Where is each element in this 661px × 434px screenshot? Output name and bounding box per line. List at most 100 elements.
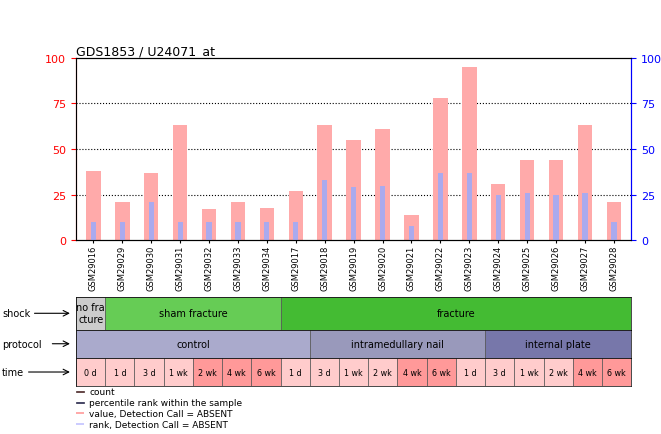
Bar <box>491 184 506 241</box>
Text: intramedullary nail: intramedullary nail <box>351 339 444 349</box>
Text: value, Detection Call = ABSENT: value, Detection Call = ABSENT <box>89 409 233 418</box>
Bar <box>76 358 105 386</box>
Bar <box>553 195 559 241</box>
Bar <box>514 358 543 386</box>
Bar <box>573 358 602 386</box>
Text: 2 wk: 2 wk <box>549 368 568 377</box>
Bar <box>149 203 154 241</box>
Text: 1 wk: 1 wk <box>344 368 363 377</box>
Text: rank, Detection Call = ABSENT: rank, Detection Call = ABSENT <box>89 420 228 429</box>
Text: time: time <box>2 367 24 377</box>
Text: count: count <box>89 387 115 396</box>
Text: 1 d: 1 d <box>114 368 126 377</box>
Bar <box>178 223 182 241</box>
Text: 0 d: 0 d <box>85 368 97 377</box>
Bar <box>86 171 100 241</box>
Bar <box>76 297 105 330</box>
Bar <box>231 203 245 241</box>
Text: 1 d: 1 d <box>464 368 477 377</box>
Text: shock: shock <box>2 309 30 319</box>
Bar <box>173 126 187 241</box>
Text: 3 d: 3 d <box>494 368 506 377</box>
Bar <box>433 99 447 241</box>
Bar <box>607 203 621 241</box>
Text: sham fracture: sham fracture <box>159 309 227 319</box>
Bar <box>346 141 361 241</box>
Bar <box>496 195 501 241</box>
Text: 6 wk: 6 wk <box>432 368 451 377</box>
Text: percentile rank within the sample: percentile rank within the sample <box>89 398 243 407</box>
Bar <box>105 358 134 386</box>
Bar <box>260 208 274 241</box>
Text: 4 wk: 4 wk <box>403 368 422 377</box>
Bar <box>134 358 164 386</box>
Text: 1 d: 1 d <box>289 368 301 377</box>
Bar <box>164 358 193 386</box>
Bar <box>409 226 414 241</box>
Bar <box>578 126 592 241</box>
Bar <box>91 223 96 241</box>
Bar <box>322 181 327 241</box>
Text: fracture: fracture <box>437 309 475 319</box>
Bar <box>611 223 617 241</box>
Bar <box>76 412 85 414</box>
Bar <box>76 424 85 425</box>
Bar <box>193 358 222 386</box>
Bar <box>405 215 418 241</box>
Bar <box>144 174 159 241</box>
Text: 1 wk: 1 wk <box>520 368 538 377</box>
Text: 3 d: 3 d <box>318 368 330 377</box>
Bar <box>485 330 631 358</box>
Bar <box>76 391 85 392</box>
Bar <box>264 223 270 241</box>
Text: control: control <box>176 339 210 349</box>
Bar <box>462 68 477 241</box>
Text: GDS1853 / U24071_at: GDS1853 / U24071_at <box>76 44 215 57</box>
Bar <box>543 358 573 386</box>
Bar <box>351 188 356 241</box>
Bar <box>235 223 241 241</box>
Bar <box>520 161 534 241</box>
Bar <box>222 358 251 386</box>
Bar <box>582 194 588 241</box>
Bar <box>115 203 130 241</box>
Bar <box>120 223 125 241</box>
Bar <box>317 126 332 241</box>
Text: 4 wk: 4 wk <box>578 368 597 377</box>
Bar <box>293 223 298 241</box>
Bar <box>202 210 216 241</box>
Bar <box>602 358 631 386</box>
Text: 1 wk: 1 wk <box>169 368 188 377</box>
Bar <box>380 186 385 241</box>
Bar <box>438 174 443 241</box>
Text: 3 d: 3 d <box>143 368 155 377</box>
Bar <box>289 192 303 241</box>
Bar <box>339 358 368 386</box>
Text: 6 wk: 6 wk <box>607 368 626 377</box>
Bar <box>467 174 472 241</box>
Text: 6 wk: 6 wk <box>256 368 276 377</box>
Bar <box>280 358 310 386</box>
Bar <box>105 297 280 330</box>
Bar <box>280 297 631 330</box>
Text: no fra
cture: no fra cture <box>76 303 105 324</box>
Text: 4 wk: 4 wk <box>227 368 246 377</box>
Bar <box>310 358 339 386</box>
Text: 2 wk: 2 wk <box>373 368 392 377</box>
Bar <box>397 358 427 386</box>
Bar <box>525 194 529 241</box>
Text: protocol: protocol <box>2 339 42 349</box>
Bar <box>375 130 390 241</box>
Bar <box>368 358 397 386</box>
Bar <box>310 330 485 358</box>
Text: 2 wk: 2 wk <box>198 368 217 377</box>
Bar <box>76 330 310 358</box>
Bar <box>427 358 456 386</box>
Text: internal plate: internal plate <box>525 339 591 349</box>
Bar <box>206 223 212 241</box>
Bar <box>251 358 280 386</box>
Bar <box>549 161 563 241</box>
Bar <box>485 358 514 386</box>
Bar <box>456 358 485 386</box>
Bar <box>76 402 85 404</box>
